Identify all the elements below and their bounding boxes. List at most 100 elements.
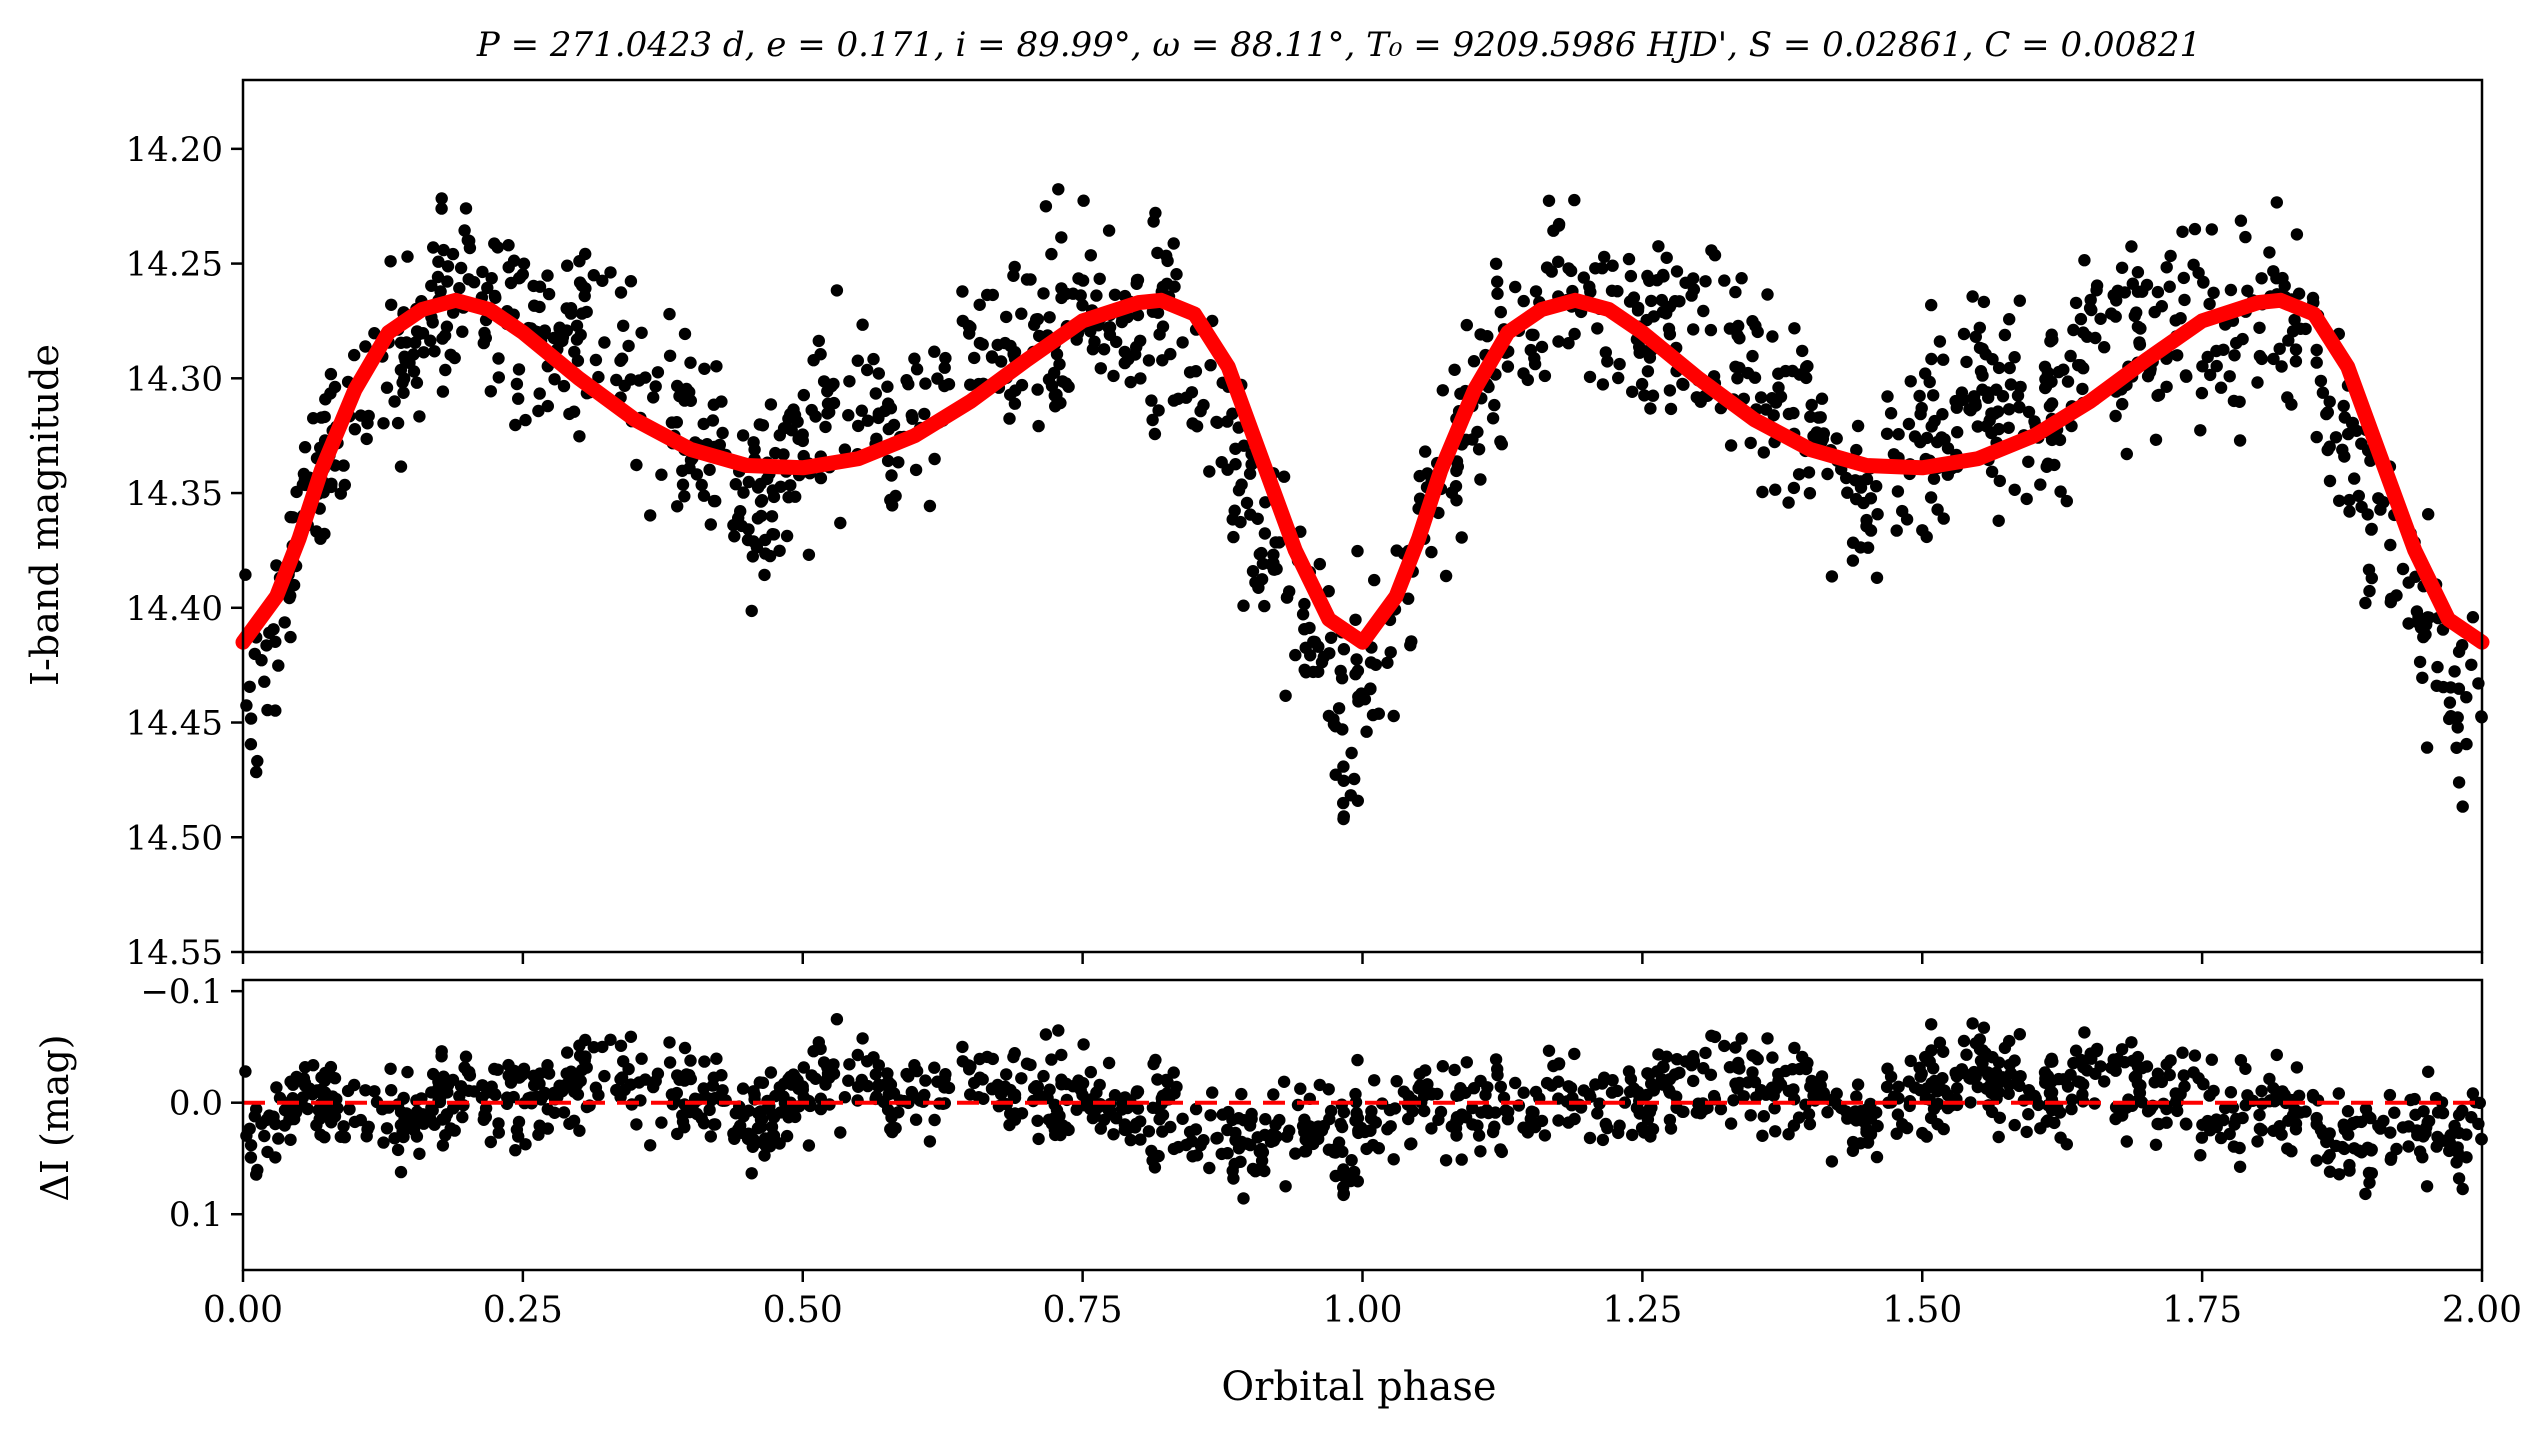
y-tick-label: 0.1 (169, 1195, 223, 1235)
residual-point (361, 1123, 374, 1136)
data-point (2452, 682, 2466, 695)
data-point (1792, 468, 1806, 481)
residual-point (2115, 1043, 2129, 1056)
data-point (1315, 656, 1329, 669)
residual-point (1612, 1126, 1625, 1140)
residual-point (716, 1084, 729, 1097)
data-point (910, 363, 924, 376)
residual-point (1552, 1075, 1565, 1088)
residual-point (676, 1109, 689, 1122)
data-point (248, 647, 261, 661)
residual-point (1851, 1078, 1865, 1091)
data-point (2210, 359, 2223, 373)
data-point (2078, 254, 2091, 267)
residual-point (2342, 1128, 2355, 1141)
bottom-y-axis-label: ΔI (mag) (33, 1034, 77, 1201)
data-point (649, 380, 662, 393)
residual-point (1849, 1105, 1862, 1118)
data-point (1348, 772, 1361, 786)
residual-point (1538, 1129, 1552, 1142)
residual-point (579, 1033, 592, 1047)
residual-point (1156, 1125, 1169, 1138)
data-point (838, 443, 852, 456)
residual-point (1767, 1089, 1780, 1102)
residual-point (684, 1054, 697, 1067)
data-point (2365, 523, 2378, 536)
residual-point (1366, 1138, 1380, 1152)
data-point (1009, 384, 1022, 397)
residual-point (634, 1094, 647, 1107)
residual-point (698, 1055, 711, 1068)
residual-point (758, 1149, 771, 1162)
residual-point (1606, 1074, 1619, 1087)
residual-point (1390, 1075, 1403, 1088)
data-point (2362, 563, 2376, 576)
data-point (2234, 214, 2248, 227)
data-point (2384, 538, 2397, 552)
data-point (797, 449, 810, 463)
data-point (2239, 230, 2252, 244)
top-panel-model (235, 292, 2490, 650)
residual-point (1963, 1071, 1976, 1085)
data-point (1699, 275, 1712, 288)
residual-point (1255, 1142, 1268, 1156)
data-point (973, 336, 987, 350)
residual-point (663, 1056, 677, 1069)
data-point (244, 738, 258, 751)
data-point (1097, 343, 1111, 356)
data-point (1486, 412, 1500, 425)
data-point (492, 352, 505, 365)
data-point (1925, 420, 1938, 433)
data-point (512, 363, 526, 376)
residual-point (2149, 1138, 2163, 1152)
data-point (1664, 402, 1678, 416)
data-point (1086, 343, 1100, 356)
residual-point (1043, 1083, 1056, 1096)
residual-point (635, 1052, 648, 1065)
data-point (388, 395, 401, 408)
data-point (1345, 746, 1358, 760)
data-point (1156, 320, 1170, 333)
data-point (2267, 265, 2280, 278)
data-point (2414, 621, 2428, 634)
residual-point (2176, 1046, 2189, 1059)
data-point (1679, 276, 1692, 289)
data-point (1033, 329, 1046, 343)
residual-point (1552, 1057, 1566, 1070)
data-point (318, 410, 331, 424)
residual-point (2431, 1130, 2444, 1144)
residual-point (869, 1068, 882, 1081)
residual-point (1185, 1135, 1199, 1148)
data-point (1977, 295, 1991, 309)
residual-point (821, 1072, 834, 1085)
residual-point (258, 1129, 271, 1143)
data-point (286, 511, 300, 524)
data-point (1090, 289, 1103, 302)
data-point (1861, 541, 1875, 554)
residual-point (710, 1052, 723, 1065)
data-point (485, 272, 498, 285)
residual-point (1008, 1047, 1021, 1060)
residual-point (2171, 1096, 2184, 1109)
data-point (1360, 725, 1373, 738)
residual-point (1993, 1111, 2007, 1125)
residual-point (624, 1030, 638, 1044)
data-point (1849, 474, 1862, 487)
residual-point (2255, 1124, 2268, 1137)
data-point (1249, 576, 1262, 589)
data-point (1568, 193, 1581, 207)
data-point (791, 415, 804, 428)
data-point (635, 326, 648, 339)
residual-point (704, 1130, 717, 1143)
residual-point (556, 1083, 570, 1096)
data-point (1891, 485, 1905, 498)
data-point (462, 273, 475, 286)
data-point (1915, 401, 1928, 415)
data-point (509, 418, 522, 432)
data-point (2022, 455, 2035, 468)
data-point (1419, 445, 1432, 458)
data-point (703, 463, 716, 476)
residual-point (270, 1081, 283, 1094)
data-point (298, 441, 312, 454)
data-point (476, 265, 489, 279)
